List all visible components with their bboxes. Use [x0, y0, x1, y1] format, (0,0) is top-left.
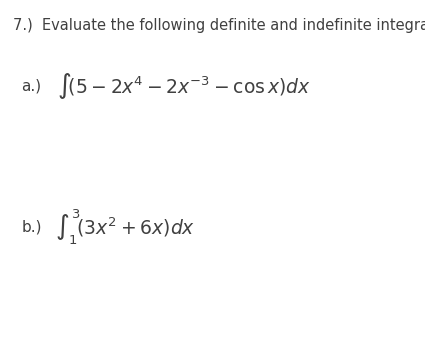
Text: $\int_{1}^{3}\!\left(3x^{2}+6x\right)dx$: $\int_{1}^{3}\!\left(3x^{2}+6x\right)dx$: [55, 207, 196, 247]
Text: 7.)  Evaluate the following definite and indefinite integrals: 7.) Evaluate the following definite and …: [13, 18, 425, 33]
Text: b.): b.): [21, 219, 42, 234]
Text: a.): a.): [21, 79, 41, 94]
Text: $\int\!\left(5-2x^{4}-2x^{-3}-\cos x\right)dx$: $\int\!\left(5-2x^{4}-2x^{-3}-\cos x\rig…: [57, 71, 311, 102]
